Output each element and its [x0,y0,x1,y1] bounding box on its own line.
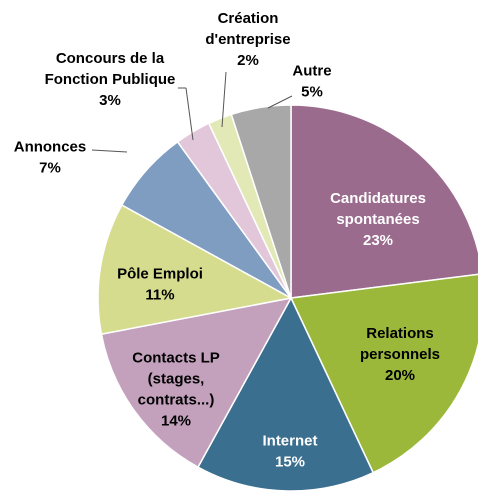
leader-line [185,87,194,141]
pie [97,104,478,492]
value-label: 3% [99,92,121,109]
value-label: 15% [275,453,305,470]
slice-label: Autre [292,62,331,79]
slice [289,273,478,474]
slice-label: Création d'entreprise [205,10,290,48]
leader-line [267,95,293,109]
slice-label: Pôle Emploi [117,265,203,282]
value-label: 5% [301,83,323,100]
slice-label: Internet [262,432,317,449]
slice [230,104,292,299]
value-label: 14% [161,412,191,429]
leader-line [221,71,227,128]
value-label: 11% [145,286,174,303]
leader-line [91,149,128,153]
slice [100,296,293,469]
slice [197,296,375,492]
value-label: 23% [363,232,393,249]
slice-label: Candidatures spontanées [330,190,426,228]
slice [97,204,294,336]
slice-label: Annonces [14,138,87,155]
value-label: 7% [39,159,61,176]
slice-label: Contacts LP (stages, contrats...) [132,349,220,408]
slice-label: Concours de la Fonction Publique [45,50,176,88]
labels: Candidatures spontanées 23% Relations person… [14,10,440,471]
value-label: 20% [385,367,415,384]
slice-label: Relations personnels [360,325,440,363]
value-label: 2% [237,52,259,69]
slice [290,104,478,299]
